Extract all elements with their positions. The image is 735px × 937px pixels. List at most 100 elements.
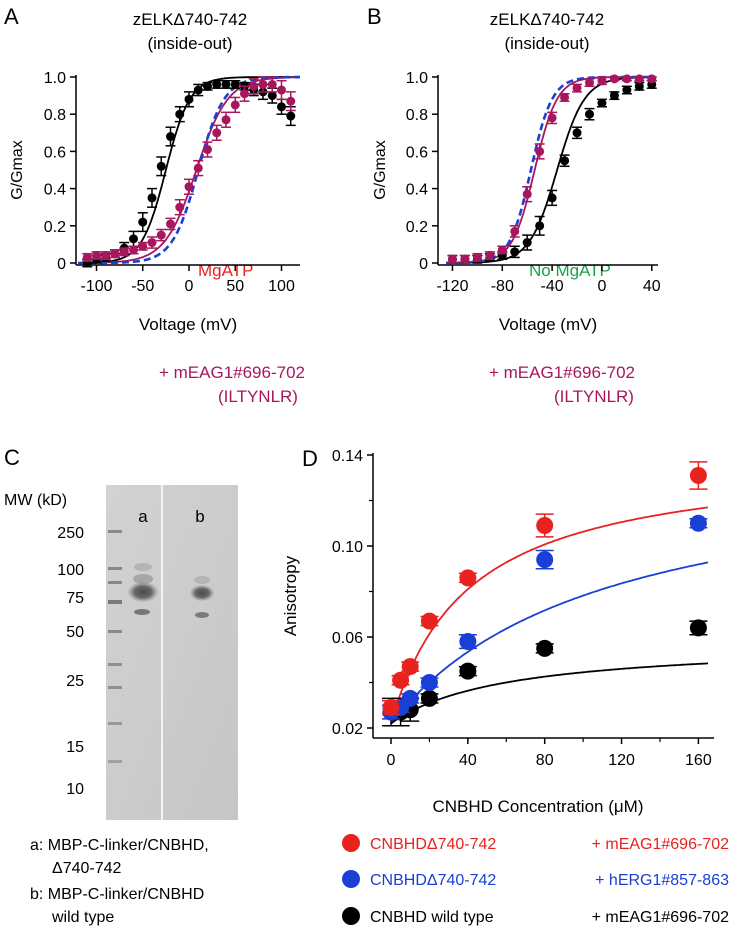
chart-b: 0 0.2 0.4 0.6 0.8 1.0 -120 -80 -40 0 40 Voltage (mV… <box>372 70 661 334</box>
gel-legend-a-line1: a: MBP-C-linker/CNBHD, <box>30 837 209 854</box>
panel-a-peptide-line2: (ILTYNLR) <box>218 387 298 406</box>
data-point-purple <box>212 128 222 138</box>
data-point-black <box>129 234 138 244</box>
fit-curve-blue <box>390 561 709 725</box>
y-tick-label: 0 <box>57 256 66 273</box>
data-point-purple <box>258 79 268 89</box>
data-point-red <box>420 612 438 630</box>
data-point-purple <box>147 238 157 248</box>
y-tick-label: 0 <box>419 256 428 273</box>
data-point-black <box>203 81 212 91</box>
data-point-black <box>420 689 438 707</box>
panel-letter-a: A <box>4 4 19 29</box>
x-tick-label: 50 <box>226 278 244 295</box>
legend-peptide-black: + mEAG1#696-702 <box>592 909 730 926</box>
data-point-black <box>560 156 570 166</box>
mw-marker-label: 100 <box>57 562 84 579</box>
y-tick-label: 0.6 <box>44 144 66 161</box>
y-axis-label: G/Gmax <box>372 140 389 200</box>
data-point-black <box>535 221 545 231</box>
data-point-black <box>689 619 707 637</box>
legend-name-red: CNBHDΔ740-742 <box>370 836 496 853</box>
legend-name-black: CNBHD wild type <box>370 909 494 926</box>
data-point-black <box>572 128 582 138</box>
data-point-black <box>156 161 166 171</box>
panel-a-subtitle: (inside-out) <box>147 34 232 53</box>
lane-a-bands <box>128 563 158 615</box>
mw-marker-label: 75 <box>66 590 84 607</box>
data-point-purple <box>634 74 644 84</box>
legend-d: CNBHDΔ740-742 + mEAG1#696-702 CNBHDΔ740-74… <box>342 834 729 926</box>
data-point-black <box>166 132 175 142</box>
y-tick-label: 1.0 <box>406 70 428 87</box>
data-point-purple <box>230 100 240 110</box>
y-tick-label: 0.2 <box>44 219 66 236</box>
legend-marker-red <box>342 834 360 852</box>
data-point-purple <box>119 247 129 257</box>
data-point-black <box>522 238 532 248</box>
fit-curve-red <box>390 506 709 724</box>
legend-name-blue: CNBHDΔ740-742 <box>370 872 496 889</box>
data-point-black <box>138 217 148 227</box>
x-tick-label: -120 <box>436 278 468 295</box>
data-point-red <box>689 466 707 484</box>
data-point-black <box>634 81 644 91</box>
x-axis-label: Voltage (mV) <box>139 315 237 334</box>
data-point-purple <box>522 189 532 199</box>
data-point-purple <box>609 74 619 84</box>
data-point-purple <box>647 74 657 84</box>
x-tick-label: -80 <box>491 278 514 295</box>
gel-background <box>106 485 238 820</box>
y-tick-label: 0.10 <box>332 539 363 556</box>
data-point-blue <box>401 689 419 707</box>
data-point-purple <box>584 78 594 88</box>
data-point-purple <box>277 85 286 95</box>
ladder-bands <box>108 530 122 763</box>
data-point-black <box>184 94 194 104</box>
data-point-purple <box>101 251 111 261</box>
x-tick-label: 100 <box>268 278 295 295</box>
y-tick-label: 0.8 <box>406 107 428 124</box>
data-point-purple <box>286 96 296 106</box>
x-tick-label: 160 <box>685 752 712 769</box>
data-point-black <box>547 193 557 203</box>
lane-b-bands <box>190 576 214 618</box>
x-tick-label: 0 <box>185 278 194 295</box>
data-point-red <box>392 671 410 689</box>
data-point-black <box>584 109 594 119</box>
data-point-purple <box>240 89 249 99</box>
legend-marker-blue <box>342 870 360 888</box>
data-point-black <box>286 111 296 121</box>
data-point-black <box>175 109 185 119</box>
data-point-purple <box>547 113 557 123</box>
data-point-purple <box>510 226 520 236</box>
y-tick-label: 0.8 <box>44 107 66 124</box>
y-tick-label: 0.2 <box>406 219 428 236</box>
data-point-purple <box>193 163 203 173</box>
data-point-purple <box>267 79 277 89</box>
data-point-purple <box>485 251 495 261</box>
data-point-black <box>267 91 277 101</box>
x-tick-label: 0 <box>387 752 396 769</box>
data-point-purple <box>560 92 570 102</box>
data-point-black <box>147 193 157 203</box>
data-point-purple <box>535 146 545 156</box>
data-point-black <box>609 91 619 101</box>
x-tick-label: 40 <box>459 752 477 769</box>
data-point-black <box>212 79 222 89</box>
data-point-black <box>622 85 632 95</box>
panel-a-peptide-line1: + mEAG1#696-702 <box>159 363 305 382</box>
data-point-purple <box>472 252 482 262</box>
data-point-blue <box>536 551 554 569</box>
data-point-purple <box>447 254 457 264</box>
data-point-purple <box>572 83 582 93</box>
panel-b-title: zELKΔ740-742 <box>490 10 604 29</box>
mw-label: MW (kD) <box>4 492 67 509</box>
panel-letter-c: C <box>4 445 20 470</box>
x-tick-label: 80 <box>536 752 554 769</box>
data-point-red <box>459 569 477 587</box>
data-point-purple <box>129 245 138 255</box>
x-tick-label: -50 <box>131 278 154 295</box>
data-point-black <box>193 85 203 95</box>
